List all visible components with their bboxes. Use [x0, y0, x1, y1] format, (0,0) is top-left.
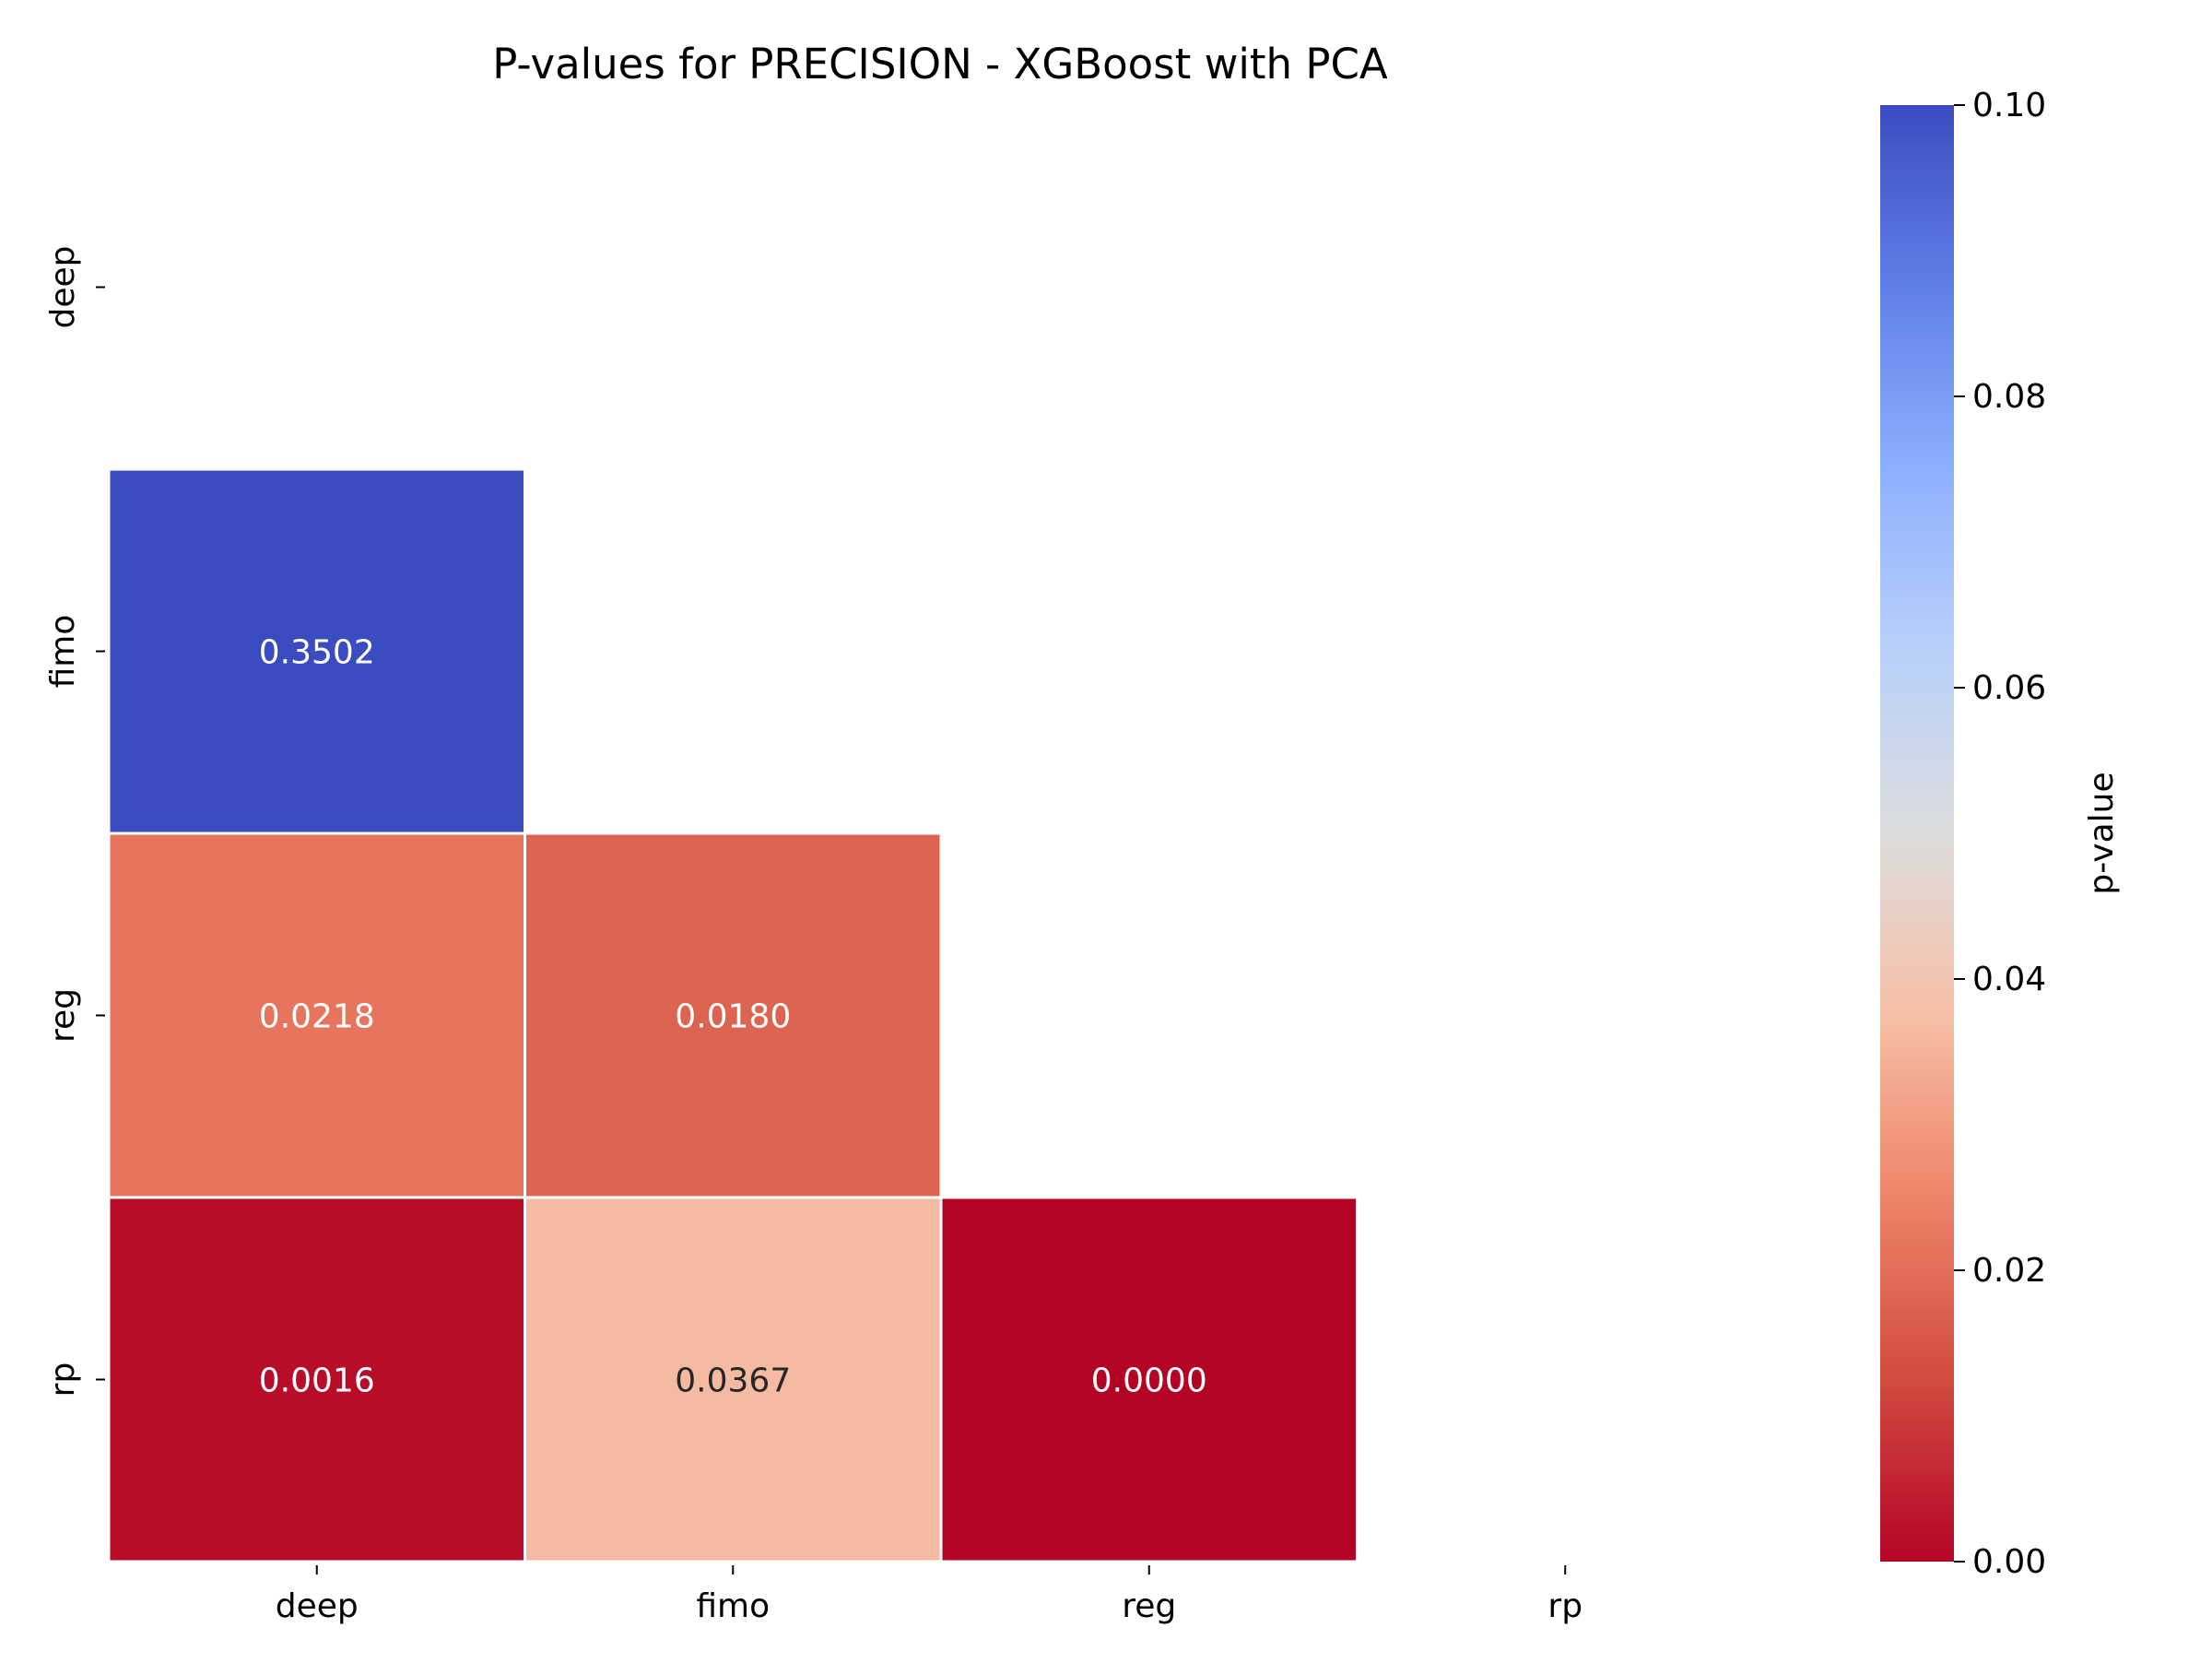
- colorbar-tick-label: 0.06: [1972, 669, 2046, 707]
- colorbar: 0.00 0.02 0.04 0.06 0.08 0.10: [1880, 87, 2046, 1581]
- colorbar-tick-label: 0.00: [1972, 1543, 2046, 1581]
- y-tick-label: fimo: [44, 615, 82, 689]
- y-axis: deep fimo reg rp: [44, 246, 105, 1398]
- cells-layer: 0.3502 0.0218 0.0180 0.0016 0.0367 0.0000: [107, 467, 1359, 1563]
- x-tick-label: reg: [1122, 1587, 1176, 1625]
- colorbar-tick-label: 0.02: [1972, 1252, 2046, 1290]
- colorbar-gradient: [1880, 105, 1954, 1562]
- x-tick-label: deep: [276, 1587, 359, 1625]
- colorbar-label: p-value: [2083, 772, 2121, 894]
- heatmap-cell-reg-deep: [107, 832, 526, 1199]
- colorbar-tick-label: 0.08: [1972, 378, 2046, 416]
- heatmap-cell-rp-fimo: [524, 1196, 943, 1563]
- x-tick-label: fimo: [696, 1587, 770, 1625]
- y-tick-label: deep: [44, 246, 82, 329]
- heatmap-cell-rp-deep: [107, 1196, 526, 1563]
- x-tick-label: rp: [1547, 1587, 1583, 1625]
- chart-title: P-values for PRECISION - XGBoost with PC…: [492, 40, 1388, 88]
- cell-value-label: 0.3502: [259, 634, 375, 672]
- cell-value-label: 0.0367: [675, 1362, 791, 1400]
- heatmap-cell-fimo-deep: [107, 467, 526, 835]
- x-axis: deep fimo reg rp: [276, 1565, 1583, 1625]
- cell-value-label: 0.0218: [259, 998, 375, 1036]
- colorbar-tick-label: 0.04: [1972, 961, 2046, 998]
- heatmap-cell-reg-fimo: [524, 832, 943, 1199]
- cell-value-label: 0.0180: [675, 998, 791, 1036]
- cell-value-label: 0.0016: [259, 1362, 375, 1400]
- heatmap-cell-rp-reg: [939, 1196, 1359, 1563]
- colorbar-tick-label: 0.10: [1972, 87, 2046, 124]
- y-tick-label: reg: [44, 988, 82, 1043]
- y-tick-label: rp: [44, 1362, 82, 1398]
- cell-value-label: 0.0000: [1091, 1362, 1207, 1400]
